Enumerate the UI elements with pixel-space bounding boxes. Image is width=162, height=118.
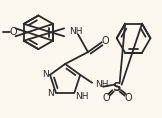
Text: S: S [112, 81, 121, 94]
Text: N: N [47, 89, 54, 98]
Text: O: O [102, 36, 110, 46]
Text: NH: NH [75, 92, 89, 101]
Text: NH: NH [95, 80, 109, 89]
Text: NH: NH [69, 27, 83, 36]
Text: O: O [10, 27, 17, 37]
Text: O: O [125, 93, 132, 103]
Text: N: N [42, 70, 48, 79]
Text: O: O [103, 93, 111, 103]
